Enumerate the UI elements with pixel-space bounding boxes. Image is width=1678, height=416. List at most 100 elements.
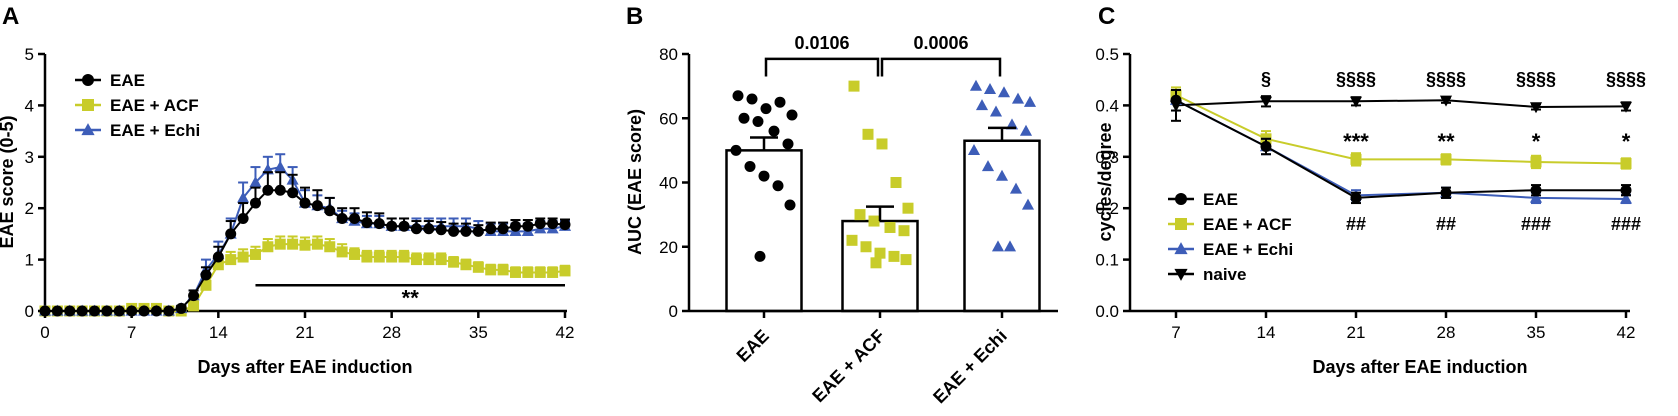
panel-b-p-value: 0.0006 xyxy=(913,33,968,53)
panel-c-legend-marker xyxy=(1175,218,1187,230)
panel-a-y-tick-label: 1 xyxy=(25,251,34,270)
panel-c-legend-label: EAE + Echi xyxy=(1203,240,1293,259)
panel-c-x-axis-title: Days after EAE induction xyxy=(1312,357,1527,377)
panel-c-series-line xyxy=(1175,99,1627,108)
panel-a-data-point xyxy=(497,223,509,235)
panel-c-data-point xyxy=(1260,141,1272,153)
panel-a-data-point xyxy=(485,223,497,235)
panel-c-y-axis-title: cycles/degree xyxy=(1095,122,1115,241)
panel-a-series-eae-acf xyxy=(39,235,571,317)
panel-a-data-point xyxy=(138,305,150,317)
panel-a-data-point xyxy=(163,305,175,317)
panel-a-data-point xyxy=(249,176,262,188)
panel-a-x-tick-label: 14 xyxy=(209,323,228,342)
panel-c-legend-marker xyxy=(1174,242,1188,255)
panel-b-data-point xyxy=(981,160,995,172)
panel-a-legend-label: EAE + Echi xyxy=(110,121,200,140)
panel-c-naive-significance: §§§§ xyxy=(1336,69,1376,89)
panel-a-legend-label: EAE + ACF xyxy=(110,96,199,115)
panel-b-data-point xyxy=(967,144,981,156)
panel-a-x-tick-label: 21 xyxy=(296,323,315,342)
panel-a-data-point xyxy=(472,225,484,237)
panel-a-data-point xyxy=(534,266,546,278)
panel-b-data-point xyxy=(876,138,888,150)
panel-a-x-tick-label: 7 xyxy=(127,323,136,342)
panel-a-data-point xyxy=(311,238,323,250)
panel-c-data-point xyxy=(1530,184,1542,196)
panel-a-data-point xyxy=(299,197,311,209)
panel-a-y-tick-label: 4 xyxy=(25,96,34,115)
panel-b-y-tick-label: 40 xyxy=(659,174,678,193)
panel-b-comparison-bracket xyxy=(764,57,880,77)
panel-a-legend-label: EAE xyxy=(110,71,145,90)
panel-c-naive-significance: § xyxy=(1261,69,1271,89)
panel-b-y-tick-label: 60 xyxy=(659,109,678,128)
panel-c-y-tick-label: 0.2 xyxy=(1095,199,1119,218)
panel-a-x-tick-label: 42 xyxy=(556,323,575,342)
panel-a-data-point xyxy=(64,305,76,317)
panel-b-data-point xyxy=(862,128,874,140)
panel-c-legend-label: EAE xyxy=(1203,190,1238,209)
panel-a-data-point xyxy=(150,305,162,317)
panel-a-data-point xyxy=(386,251,398,263)
panel-a-series-line xyxy=(45,243,566,312)
panel-a-data-point xyxy=(188,290,200,302)
panel-c-data-point xyxy=(1619,101,1633,113)
panel-a-data-point xyxy=(373,251,385,263)
panel-a-data-point xyxy=(89,305,101,317)
panel-c-series-eae xyxy=(1170,88,1632,205)
panel-b-data-point xyxy=(898,225,910,237)
panel-c-y-tick-label: 0.3 xyxy=(1095,148,1119,167)
panel-b-bar xyxy=(963,139,1041,313)
panel-b-y-axis-title: AUC (EAE score) xyxy=(625,109,645,255)
panel-c-legend-marker xyxy=(1174,268,1188,281)
panel-a-data-point xyxy=(249,197,261,209)
panel-b-data-point xyxy=(744,160,756,172)
panel-b-data-point xyxy=(969,79,983,91)
panel-c-naive-significance: §§§§ xyxy=(1606,69,1646,89)
panel-a-data-point xyxy=(361,251,373,263)
panel-a-data-point xyxy=(101,305,113,317)
panel-c-x-tick-label: 21 xyxy=(1347,323,1366,342)
panel-b-data-point xyxy=(1023,95,1037,107)
panel-c-legend-marker xyxy=(1175,193,1187,205)
panel-a-data-point xyxy=(423,223,435,235)
panel-c-data-point xyxy=(1620,184,1632,196)
panel-b-data-point xyxy=(1009,182,1023,194)
chart-panel-a: 0 1 2 3 4 5 EAE score (0-5) 0 7 14 21 28 35 42 Days af… xyxy=(0,45,574,377)
panel-c-y-tick-label: 0.4 xyxy=(1095,96,1119,115)
panel-c-series-line xyxy=(1175,94,1627,165)
panel-a-x-axis-title: Days after EAE induction xyxy=(197,357,412,377)
panel-c-x-tick-label: 28 xyxy=(1437,323,1456,342)
panel-a-data-point xyxy=(398,251,410,263)
panel-c-series-line xyxy=(1175,99,1627,200)
panel-a-data-point xyxy=(287,238,299,250)
panel-b-data-point xyxy=(732,90,744,102)
panel-a-data-point xyxy=(212,251,224,263)
panel-a-series-eae-echi xyxy=(38,153,572,316)
panel-c-y-tick-label: 0.1 xyxy=(1095,251,1119,270)
panel-a-data-point xyxy=(51,305,63,317)
panel-a-series-eae xyxy=(39,171,571,317)
panel-a-data-point xyxy=(547,266,559,278)
panel-c-data-point xyxy=(1619,192,1633,204)
panel-a-legend-marker xyxy=(82,74,94,86)
panel-c-acf-significance: * xyxy=(1622,129,1631,154)
panel-c-series-eae-acf xyxy=(1170,86,1632,170)
panel-a-data-point xyxy=(509,266,521,278)
panel-b-data-point xyxy=(1003,240,1017,252)
panel-a-data-point xyxy=(262,241,274,253)
panel-a-data-point xyxy=(237,251,249,263)
panel-a-data-point xyxy=(336,246,348,258)
panel-b-y-tick-label: 20 xyxy=(659,238,678,257)
panel-b-data-point xyxy=(870,257,882,269)
panel-b-data-point xyxy=(902,202,914,214)
panel-a-data-point xyxy=(39,305,51,317)
panel-a-data-point xyxy=(324,205,336,217)
panel-a-data-point xyxy=(522,220,534,232)
panel-a-data-point xyxy=(188,300,200,312)
panel-b-data-point xyxy=(983,83,997,95)
panel-c-data-point xyxy=(1439,95,1453,107)
panel-a-data-point xyxy=(497,264,509,276)
